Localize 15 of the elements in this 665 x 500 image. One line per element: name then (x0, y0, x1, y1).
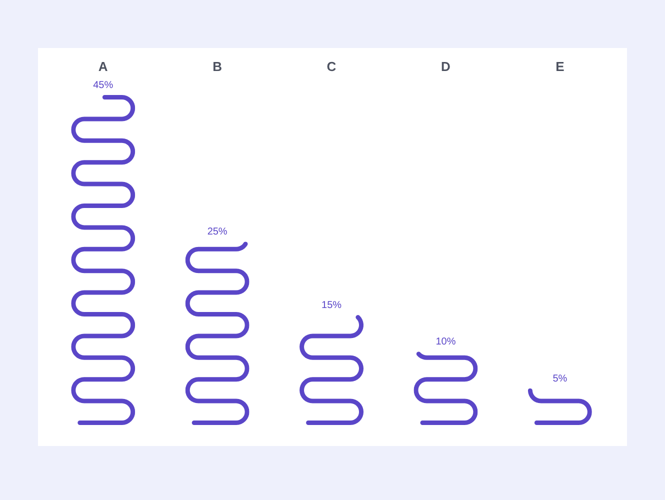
bar (414, 352, 478, 425)
x-tick-label: E (556, 59, 565, 74)
x-tick-label: A (98, 59, 108, 74)
data-label: 45% (93, 80, 114, 91)
bar (528, 388, 592, 425)
data-label: 10% (436, 336, 456, 348)
bar (71, 95, 136, 425)
x-tick-label: C (326, 59, 337, 74)
data-label: 15% (322, 300, 342, 311)
data-label: 5% (552, 373, 568, 384)
data-label: 25% (207, 226, 228, 238)
x-tick-label: B (212, 59, 222, 74)
bar (300, 315, 364, 425)
bar (185, 242, 250, 425)
x-tick-label: D (441, 59, 450, 74)
